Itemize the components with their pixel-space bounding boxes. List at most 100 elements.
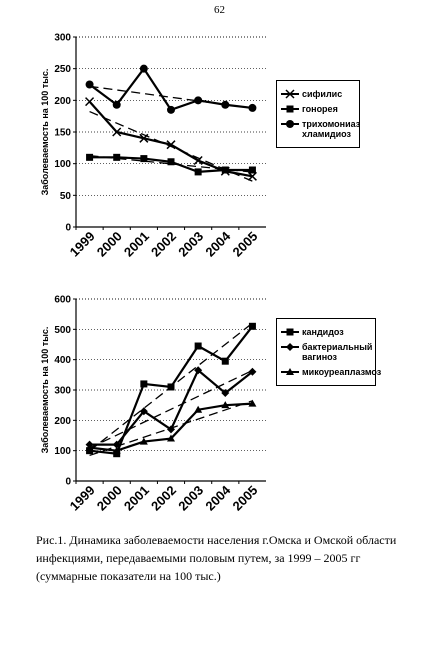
x-tick-label: 2002 xyxy=(148,229,179,260)
legend-swatch xyxy=(281,343,299,351)
legend-label: бактериальный вагиноз xyxy=(302,342,373,362)
y-tick-label: 250 xyxy=(54,64,71,75)
x-tick-label: 2005 xyxy=(229,229,260,260)
marker xyxy=(194,342,202,350)
legend-label: кандидоз xyxy=(302,327,344,337)
marker xyxy=(85,443,94,451)
legend-swatch xyxy=(281,328,299,336)
marker xyxy=(86,447,94,455)
marker xyxy=(286,368,294,375)
legend-swatch xyxy=(281,120,299,128)
x-tick-label: 2001 xyxy=(121,483,152,514)
caption: Рис.1. Динамика заболеваемости населения… xyxy=(36,533,397,583)
legend-item: бактериальный вагиноз xyxy=(281,342,373,362)
marker xyxy=(194,168,202,176)
marker xyxy=(167,383,175,391)
y-tick-label: 200 xyxy=(54,416,71,427)
marker xyxy=(248,399,257,407)
x-tick-label: 1999 xyxy=(67,483,98,514)
y-tick-label: 50 xyxy=(60,191,72,202)
x-tick-label: 2000 xyxy=(94,483,125,514)
x-tick-label: 2004 xyxy=(202,482,234,514)
marker xyxy=(221,357,229,365)
legend-label: микоуреаплазмоз xyxy=(302,367,382,377)
marker xyxy=(286,328,294,336)
x-tick-label: 2001 xyxy=(121,229,152,260)
legend: сифилис гонорея трихомониаз хламидиоз xyxy=(276,80,360,148)
y-tick-label: 600 xyxy=(54,295,71,306)
x-tick-label: 2002 xyxy=(148,483,179,514)
marker xyxy=(113,153,121,161)
marker xyxy=(221,389,230,398)
y-axis-title: Заболеваемость на 100 тыс. xyxy=(40,69,50,196)
marker xyxy=(112,446,121,454)
marker xyxy=(221,401,230,409)
legend-label: гонорея xyxy=(302,104,338,114)
y-tick-label: 400 xyxy=(54,355,71,366)
marker xyxy=(286,105,294,113)
marker xyxy=(139,133,149,143)
legend-label: трихомониаз хламидиоз xyxy=(302,119,361,139)
legend-item: гонорея xyxy=(281,104,355,114)
y-axis-title: Заболеваемость на 100 тыс. xyxy=(40,327,50,454)
legend-item: трихомониаз хламидиоз xyxy=(281,119,360,139)
legend-swatch xyxy=(281,368,299,375)
x-tick-label: 2000 xyxy=(94,229,125,260)
marker xyxy=(221,100,230,109)
marker xyxy=(140,380,148,388)
marker xyxy=(194,96,203,105)
y-tick-label: 0 xyxy=(65,223,71,234)
y-tick-label: 200 xyxy=(54,96,71,107)
marker xyxy=(140,155,148,163)
y-tick-label: 0 xyxy=(65,477,71,488)
marker xyxy=(248,322,256,330)
y-tick-label: 300 xyxy=(54,33,71,44)
legend-label: сифилис xyxy=(302,89,343,99)
marker xyxy=(194,366,203,375)
marker xyxy=(86,153,94,161)
marker xyxy=(286,120,294,128)
marker xyxy=(85,97,95,107)
x-tick-label: 2003 xyxy=(175,483,206,514)
marker xyxy=(286,343,294,351)
marker xyxy=(112,100,121,109)
marker xyxy=(167,434,175,442)
marker xyxy=(221,166,229,174)
marker xyxy=(139,407,148,416)
marker xyxy=(248,103,257,112)
x-tick-label: 2004 xyxy=(202,228,234,260)
legend: кандидоз бактериальный вагиноз микоуреапла… xyxy=(276,318,381,386)
marker xyxy=(248,166,256,174)
x-tick-label: 2005 xyxy=(229,483,260,514)
page-number: 62 xyxy=(214,4,225,16)
legend-swatch xyxy=(281,89,299,99)
x-tick-label: 2003 xyxy=(175,229,206,260)
trend-line xyxy=(89,369,253,449)
x-tick-label: 1999 xyxy=(67,229,98,260)
marker xyxy=(113,450,121,458)
marker xyxy=(248,367,257,376)
y-tick-label: 100 xyxy=(54,159,71,170)
legend-item: микоуреаплазмоз xyxy=(281,367,381,377)
marker xyxy=(112,127,122,137)
y-tick-label: 150 xyxy=(54,128,71,139)
marker xyxy=(194,405,203,413)
trend-line xyxy=(89,400,253,457)
legend-swatch xyxy=(281,105,299,113)
y-tick-label: 100 xyxy=(54,446,71,457)
legend-item: кандидоз xyxy=(281,327,371,337)
marker xyxy=(166,140,176,150)
marker xyxy=(167,158,175,166)
y-tick-label: 500 xyxy=(54,325,71,336)
y-tick-label: 300 xyxy=(54,386,71,397)
marker xyxy=(247,171,257,181)
marker xyxy=(193,155,203,166)
marker xyxy=(112,440,121,449)
legend-item: сифилис xyxy=(281,89,355,99)
marker xyxy=(85,80,94,89)
marker xyxy=(285,89,295,99)
marker xyxy=(139,64,148,73)
marker xyxy=(139,437,148,445)
